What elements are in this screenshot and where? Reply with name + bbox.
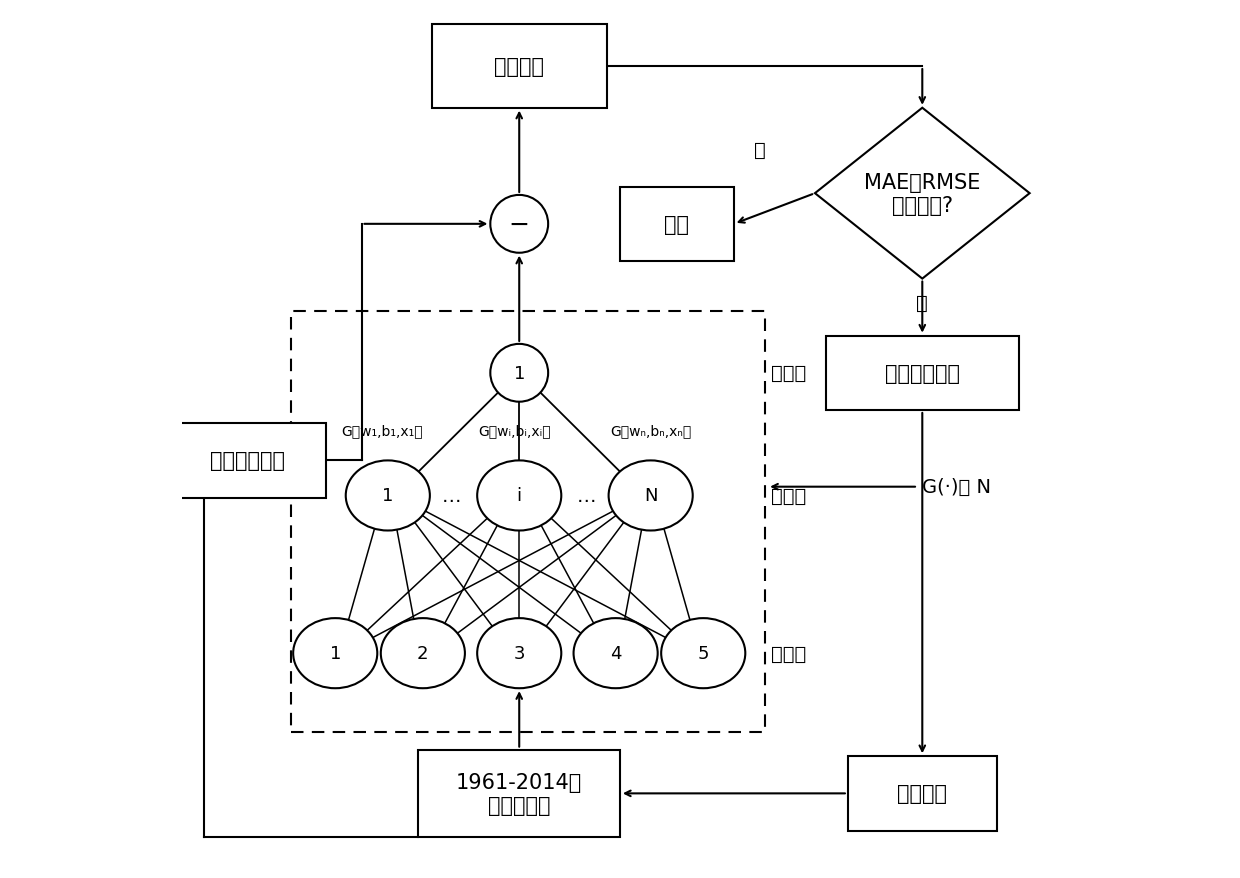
Text: G（wₙ,bₙ,xₙ）: G（wₙ,bₙ,xₙ）	[610, 423, 691, 437]
Text: G（wᵢ,bᵢ,xᵢ）: G（wᵢ,bᵢ,xᵢ）	[479, 423, 551, 437]
FancyBboxPatch shape	[169, 424, 326, 498]
Text: 完成: 完成	[665, 214, 689, 234]
Circle shape	[490, 344, 548, 402]
FancyBboxPatch shape	[826, 336, 1019, 411]
FancyBboxPatch shape	[620, 187, 734, 262]
Ellipse shape	[609, 461, 693, 531]
Text: −: −	[508, 212, 529, 236]
Text: 2: 2	[417, 644, 429, 662]
Text: …: …	[577, 486, 596, 506]
Ellipse shape	[477, 461, 562, 531]
Text: 否: 否	[916, 294, 929, 313]
Ellipse shape	[381, 618, 465, 688]
FancyBboxPatch shape	[418, 750, 620, 838]
FancyBboxPatch shape	[848, 756, 997, 831]
Text: 隐藏层: 隐藏层	[771, 486, 806, 506]
Ellipse shape	[346, 461, 430, 531]
Text: 模型参数修改: 模型参数修改	[885, 363, 960, 384]
Text: 1961-2014年
降雨量数据: 1961-2014年 降雨量数据	[456, 772, 583, 815]
Text: …: …	[441, 486, 461, 506]
Text: 重新训练: 重新训练	[898, 783, 947, 803]
Text: 5: 5	[697, 644, 709, 662]
Text: G（w₁,b₁,x₁）: G（w₁,b₁,x₁）	[341, 423, 423, 437]
Text: 1: 1	[513, 364, 525, 382]
Text: N: N	[644, 487, 657, 505]
Text: 输入层: 输入层	[771, 644, 806, 663]
Text: 降雨量观测値: 降雨量观测値	[210, 451, 285, 471]
Text: 1: 1	[382, 487, 393, 505]
Ellipse shape	[574, 618, 657, 688]
Ellipse shape	[661, 618, 745, 688]
Text: 1: 1	[330, 644, 341, 662]
Text: 3: 3	[513, 644, 525, 662]
Circle shape	[490, 196, 548, 254]
Polygon shape	[815, 109, 1029, 279]
Text: 训练误差: 训练误差	[495, 57, 544, 77]
Ellipse shape	[477, 618, 562, 688]
FancyBboxPatch shape	[291, 312, 765, 732]
Text: MAE、RMSE
符合要求?: MAE、RMSE 符合要求?	[864, 172, 981, 215]
FancyBboxPatch shape	[432, 25, 606, 109]
Text: 输出层: 输出层	[771, 363, 806, 383]
Text: G(·)和 N: G(·)和 N	[923, 478, 991, 497]
Text: i: i	[517, 487, 522, 505]
Text: 是: 是	[754, 140, 766, 160]
Text: 4: 4	[610, 644, 621, 662]
Ellipse shape	[293, 618, 377, 688]
